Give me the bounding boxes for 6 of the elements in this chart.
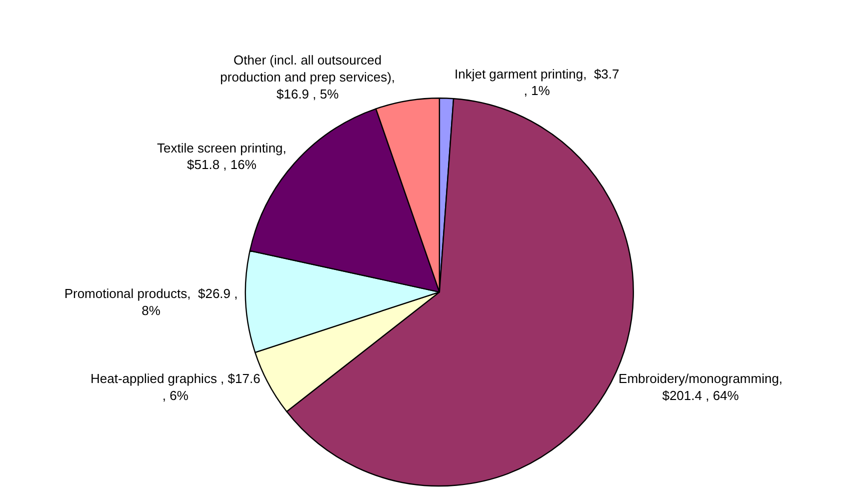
slice-label: Embroidery/monogramming, $201.4 , 64% [618, 370, 783, 403]
slice-label: Other (incl. all outsourced production and prep services), $16.9 , 5% [220, 52, 396, 102]
slice-label: Heat-applied graphics , $17.6 , 6% [90, 370, 260, 403]
slice-label: Promotional products, $26.9 , 8% [64, 286, 238, 318]
slice-label: Inkjet garment printing, $3.7 , 1% [454, 66, 620, 98]
slice-label: Textile screen printing, $51.8 , 16% [157, 140, 286, 172]
